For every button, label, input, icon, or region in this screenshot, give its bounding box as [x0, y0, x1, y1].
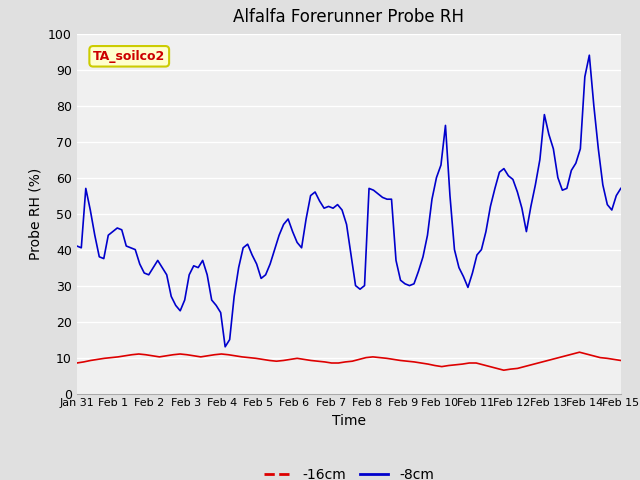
X-axis label: Time: Time [332, 414, 366, 428]
Title: Alfalfa Forerunner Probe RH: Alfalfa Forerunner Probe RH [234, 9, 464, 26]
Text: TA_soilco2: TA_soilco2 [93, 50, 165, 63]
Legend: -16cm, -8cm: -16cm, -8cm [258, 462, 440, 480]
Y-axis label: Probe RH (%): Probe RH (%) [29, 168, 42, 260]
